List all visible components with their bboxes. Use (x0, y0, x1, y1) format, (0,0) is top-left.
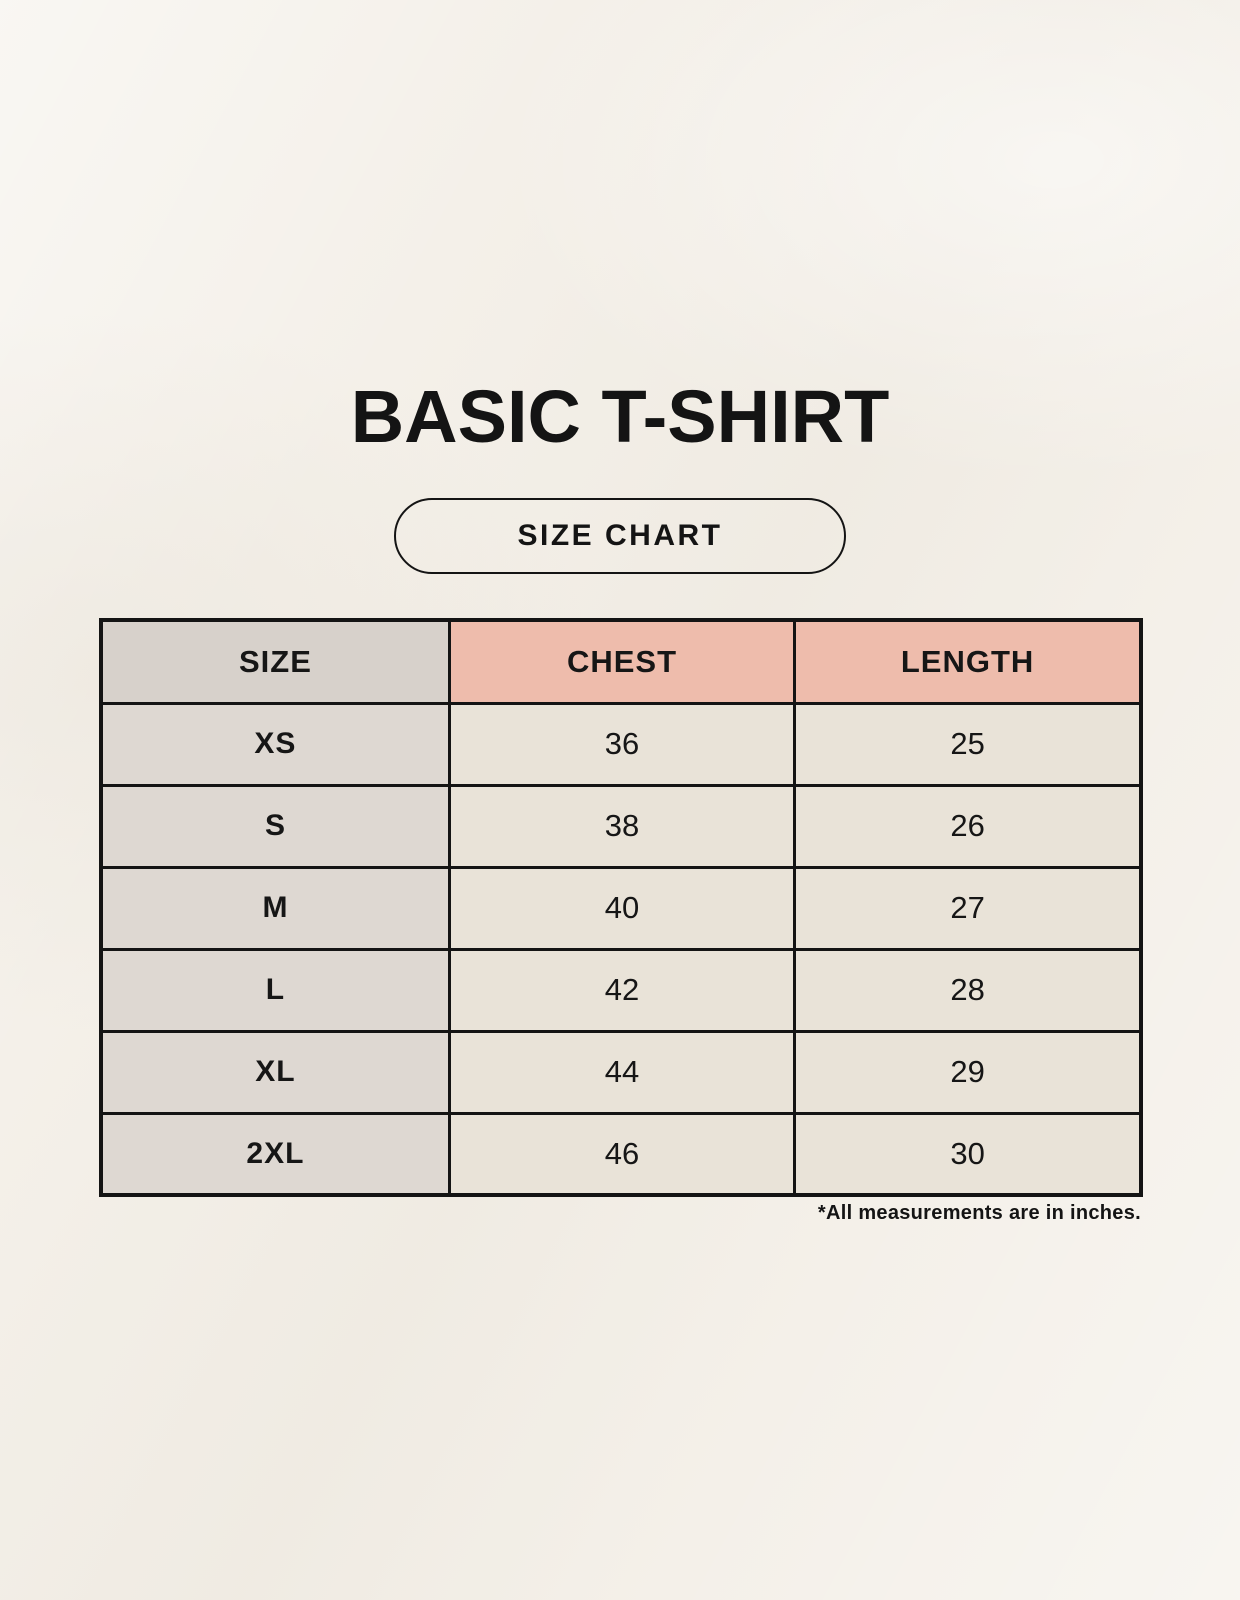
size-cell: L (99, 947, 451, 1033)
chest-cell: 44 (447, 1029, 797, 1115)
table-row: S 38 26 (99, 783, 1143, 869)
chest-cell: 40 (447, 865, 797, 951)
table-row: XS 36 25 (99, 701, 1143, 787)
table-header-row: SIZE CHEST LENGTH (99, 618, 1143, 705)
length-cell: 27 (793, 865, 1143, 951)
chest-cell: 38 (447, 783, 797, 869)
size-cell: XS (99, 701, 451, 787)
column-header-chest: CHEST (447, 618, 797, 705)
measurements-footnote: *All measurements are in inches. (817, 1202, 1141, 1224)
size-cell: M (99, 865, 451, 951)
table-row: XL 44 29 (99, 1029, 1143, 1115)
size-chart-table: SIZE CHEST LENGTH XS 36 25 S 38 26 M 40 … (99, 618, 1143, 1197)
chest-cell: 42 (447, 947, 797, 1033)
size-cell: XL (99, 1029, 451, 1115)
table-row: 2XL 46 30 (99, 1111, 1143, 1197)
table-row: M 40 27 (99, 865, 1143, 951)
size-cell: 2XL (99, 1111, 451, 1197)
length-cell: 29 (793, 1029, 1143, 1115)
column-header-size: SIZE (99, 618, 451, 705)
size-chart-button[interactable]: SIZE CHART (394, 498, 846, 574)
chest-cell: 36 (447, 701, 797, 787)
table-row: L 42 28 (99, 947, 1143, 1033)
size-chart-button-label: SIZE CHART (517, 519, 723, 552)
chest-cell: 46 (447, 1111, 797, 1197)
length-cell: 25 (793, 701, 1143, 787)
page-title: BASIC T-SHIRT (350, 375, 890, 458)
length-cell: 26 (793, 783, 1143, 869)
length-cell: 30 (793, 1111, 1143, 1197)
length-cell: 28 (793, 947, 1143, 1033)
column-header-length: LENGTH (793, 618, 1143, 705)
size-cell: S (99, 783, 451, 869)
